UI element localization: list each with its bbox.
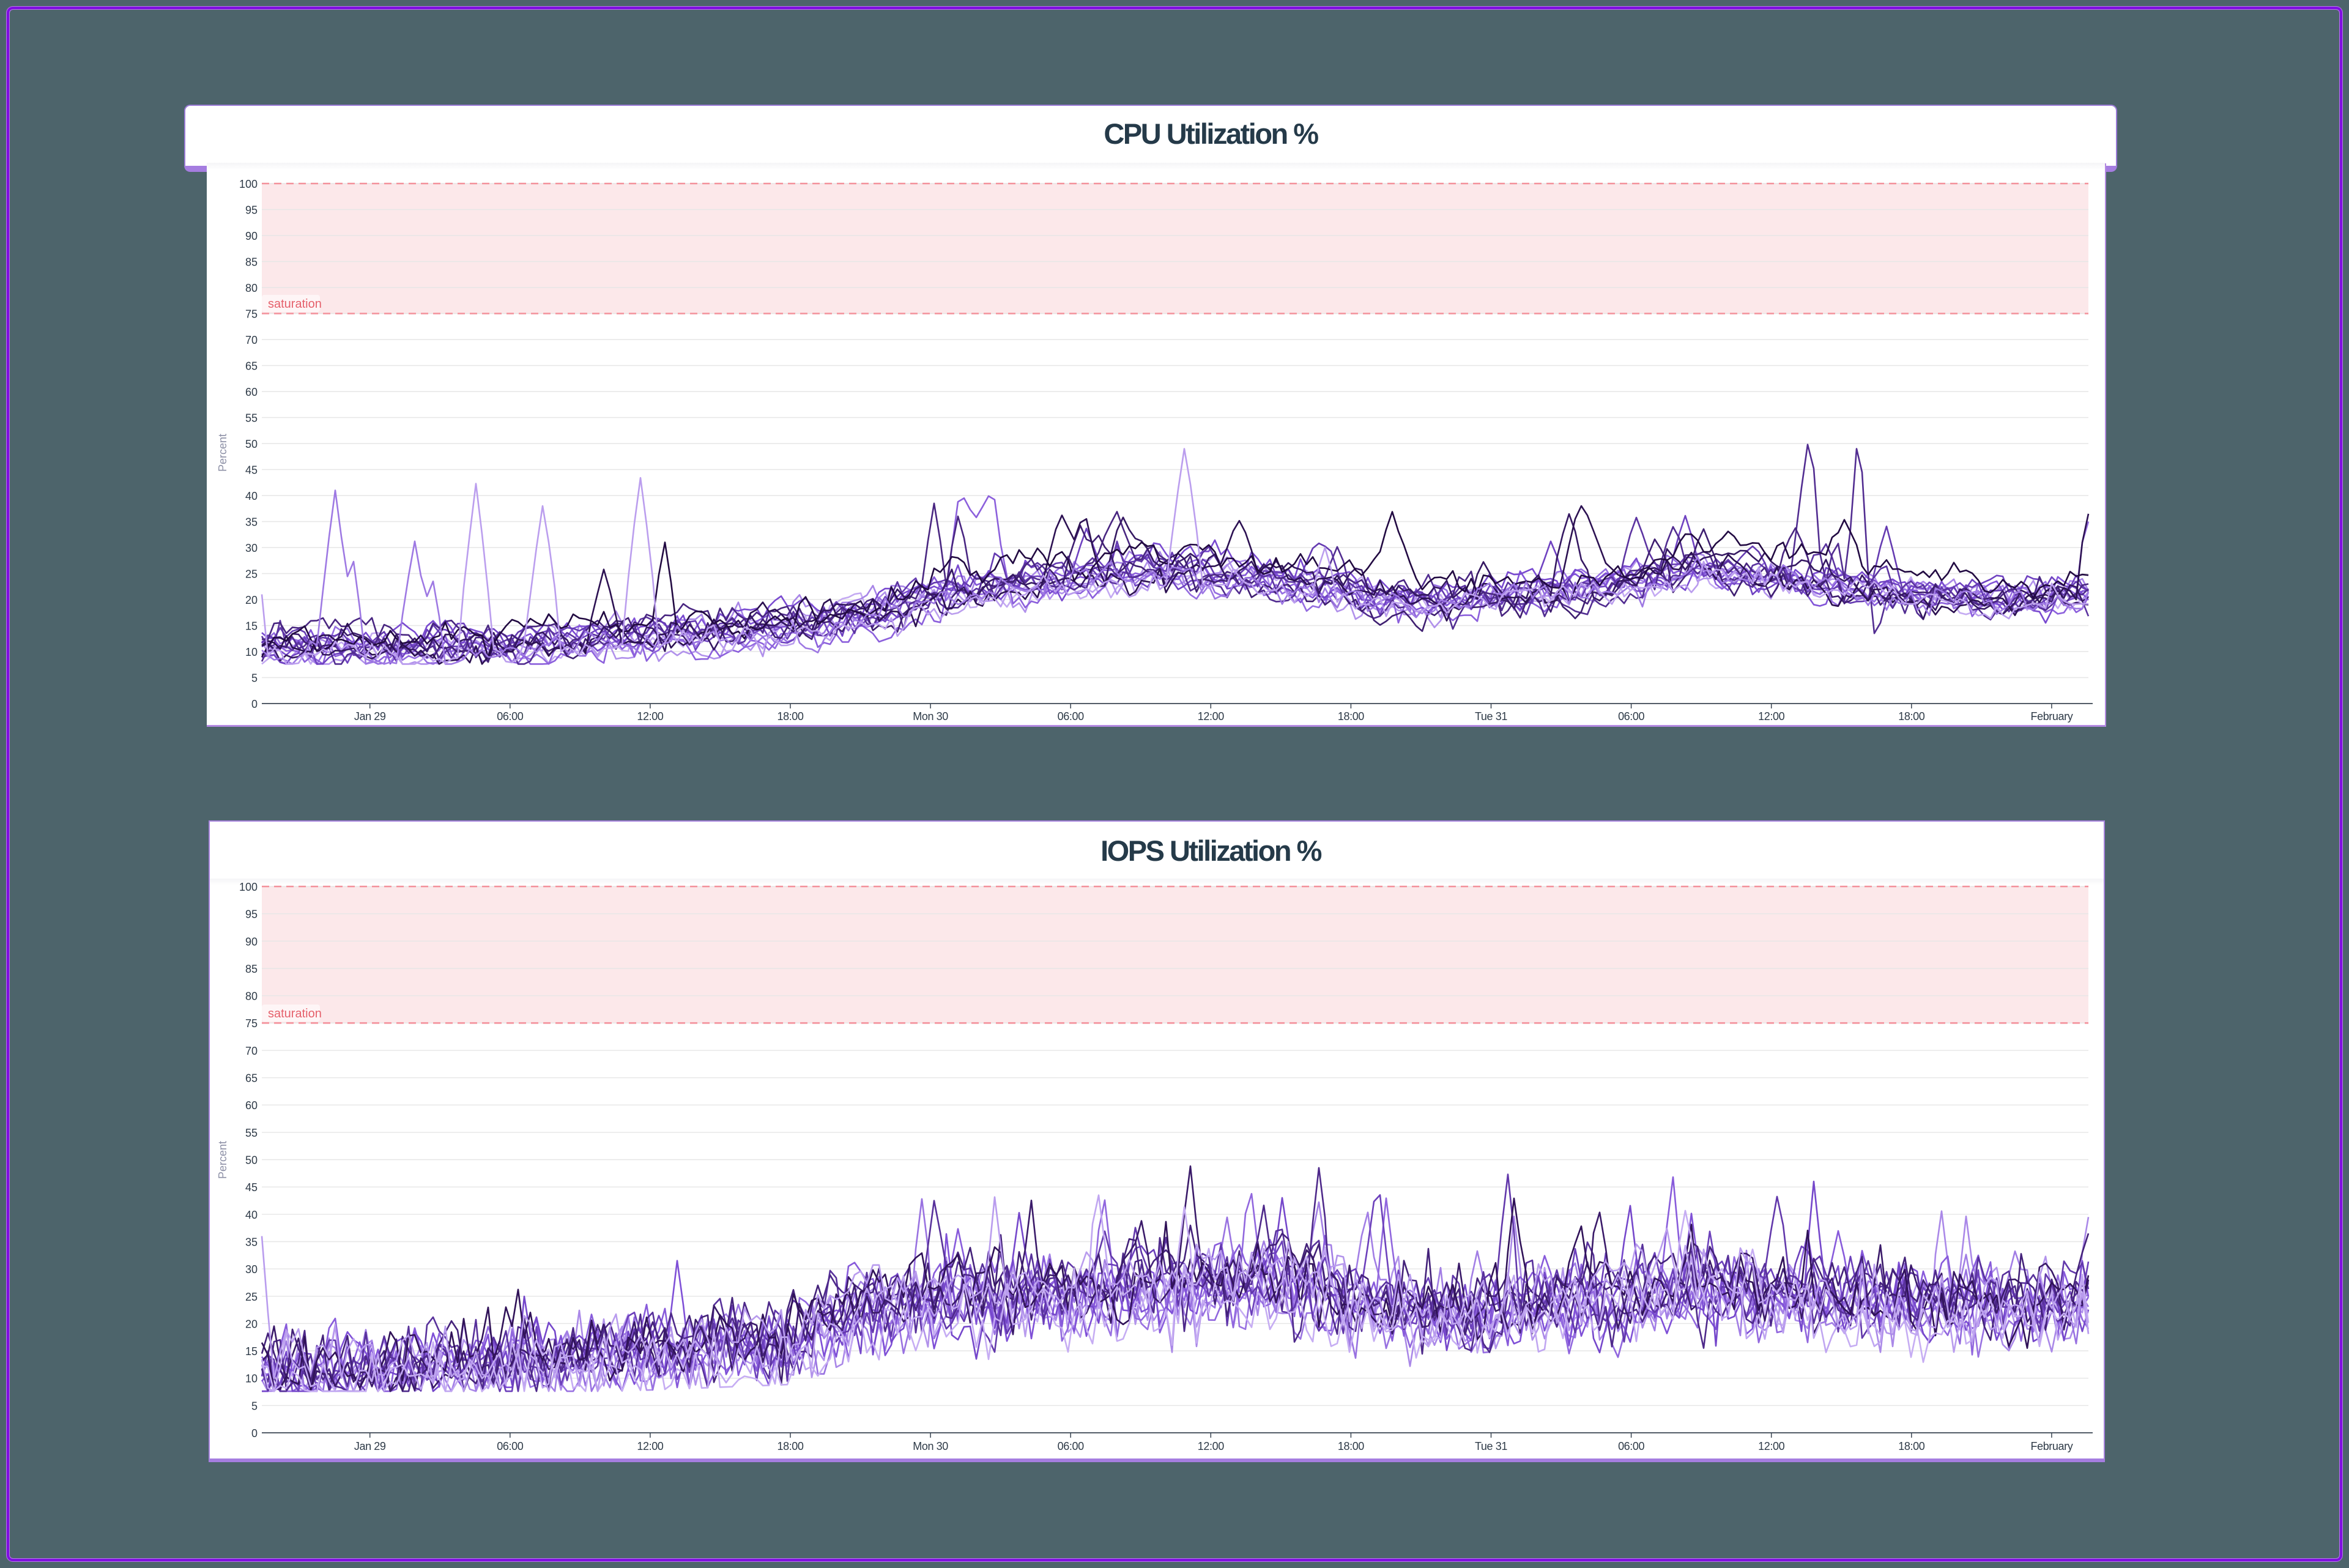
svg-text:06:00: 06:00 [1058, 1440, 1084, 1452]
svg-text:20: 20 [245, 1318, 258, 1330]
svg-text:45: 45 [245, 464, 258, 477]
svg-text:60: 60 [245, 1099, 258, 1112]
svg-text:75: 75 [245, 308, 258, 321]
svg-text:Tue 31: Tue 31 [1475, 710, 1507, 723]
svg-text:35: 35 [245, 1236, 258, 1249]
svg-text:50: 50 [245, 1154, 258, 1167]
svg-text:90: 90 [245, 230, 258, 242]
svg-text:100: 100 [239, 178, 258, 190]
svg-text:06:00: 06:00 [1058, 710, 1084, 723]
svg-text:55: 55 [245, 412, 258, 425]
svg-text:95: 95 [245, 204, 258, 217]
svg-text:60: 60 [245, 386, 258, 398]
svg-text:12:00: 12:00 [637, 710, 663, 723]
svg-text:90: 90 [245, 935, 258, 948]
svg-text:0: 0 [251, 698, 258, 710]
svg-text:30: 30 [245, 542, 258, 554]
svg-text:25: 25 [245, 1291, 258, 1303]
svg-text:15: 15 [245, 620, 258, 633]
svg-text:12:00: 12:00 [1198, 710, 1224, 723]
svg-text:75: 75 [245, 1017, 258, 1030]
svg-text:06:00: 06:00 [1618, 710, 1644, 723]
svg-text:100: 100 [239, 881, 258, 893]
svg-text:15: 15 [245, 1345, 258, 1358]
svg-text:30: 30 [245, 1263, 258, 1276]
svg-text:65: 65 [245, 360, 258, 373]
svg-text:70: 70 [245, 334, 258, 346]
svg-text:65: 65 [245, 1072, 258, 1085]
svg-text:85: 85 [245, 256, 258, 269]
svg-text:55: 55 [245, 1127, 258, 1139]
svg-text:80: 80 [245, 990, 258, 1003]
svg-text:12:00: 12:00 [1198, 1440, 1224, 1452]
svg-text:70: 70 [245, 1045, 258, 1057]
svg-text:45: 45 [245, 1181, 258, 1194]
svg-text:95: 95 [245, 908, 258, 921]
svg-text:February: February [2030, 710, 2073, 723]
svg-text:12:00: 12:00 [1758, 710, 1784, 723]
svg-text:06:00: 06:00 [497, 710, 523, 723]
svg-text:18:00: 18:00 [1338, 1440, 1364, 1452]
svg-text:Percent: Percent [217, 1141, 229, 1179]
svg-text:35: 35 [245, 516, 258, 529]
svg-text:Mon 30: Mon 30 [913, 1440, 948, 1452]
svg-text:18:00: 18:00 [1898, 710, 1924, 723]
svg-text:5: 5 [251, 672, 258, 685]
svg-text:18:00: 18:00 [1898, 1440, 1924, 1452]
svg-text:18:00: 18:00 [777, 710, 803, 723]
svg-text:12:00: 12:00 [637, 1440, 663, 1452]
svg-text:Jan 29: Jan 29 [354, 1440, 386, 1452]
svg-text:40: 40 [245, 490, 258, 502]
svg-text:0: 0 [251, 1427, 258, 1440]
svg-text:12:00: 12:00 [1758, 1440, 1784, 1452]
svg-text:50: 50 [245, 438, 258, 450]
svg-text:5: 5 [251, 1400, 258, 1412]
svg-text:Percent: Percent [217, 434, 229, 472]
svg-text:06:00: 06:00 [1618, 1440, 1644, 1452]
svg-text:85: 85 [245, 963, 258, 975]
svg-text:06:00: 06:00 [497, 1440, 523, 1452]
svg-text:February: February [2030, 1440, 2073, 1452]
svg-text:saturation: saturation [268, 1007, 322, 1020]
svg-text:10: 10 [245, 646, 258, 658]
svg-text:saturation: saturation [268, 297, 322, 311]
svg-text:20: 20 [245, 594, 258, 606]
svg-text:10: 10 [245, 1373, 258, 1385]
svg-text:Tue 31: Tue 31 [1475, 1440, 1507, 1452]
svg-text:80: 80 [245, 282, 258, 294]
svg-text:25: 25 [245, 568, 258, 581]
svg-text:18:00: 18:00 [1338, 710, 1364, 723]
svg-text:Mon 30: Mon 30 [913, 710, 948, 723]
svg-text:Jan 29: Jan 29 [354, 710, 386, 723]
svg-text:18:00: 18:00 [777, 1440, 803, 1452]
svg-text:40: 40 [245, 1209, 258, 1221]
